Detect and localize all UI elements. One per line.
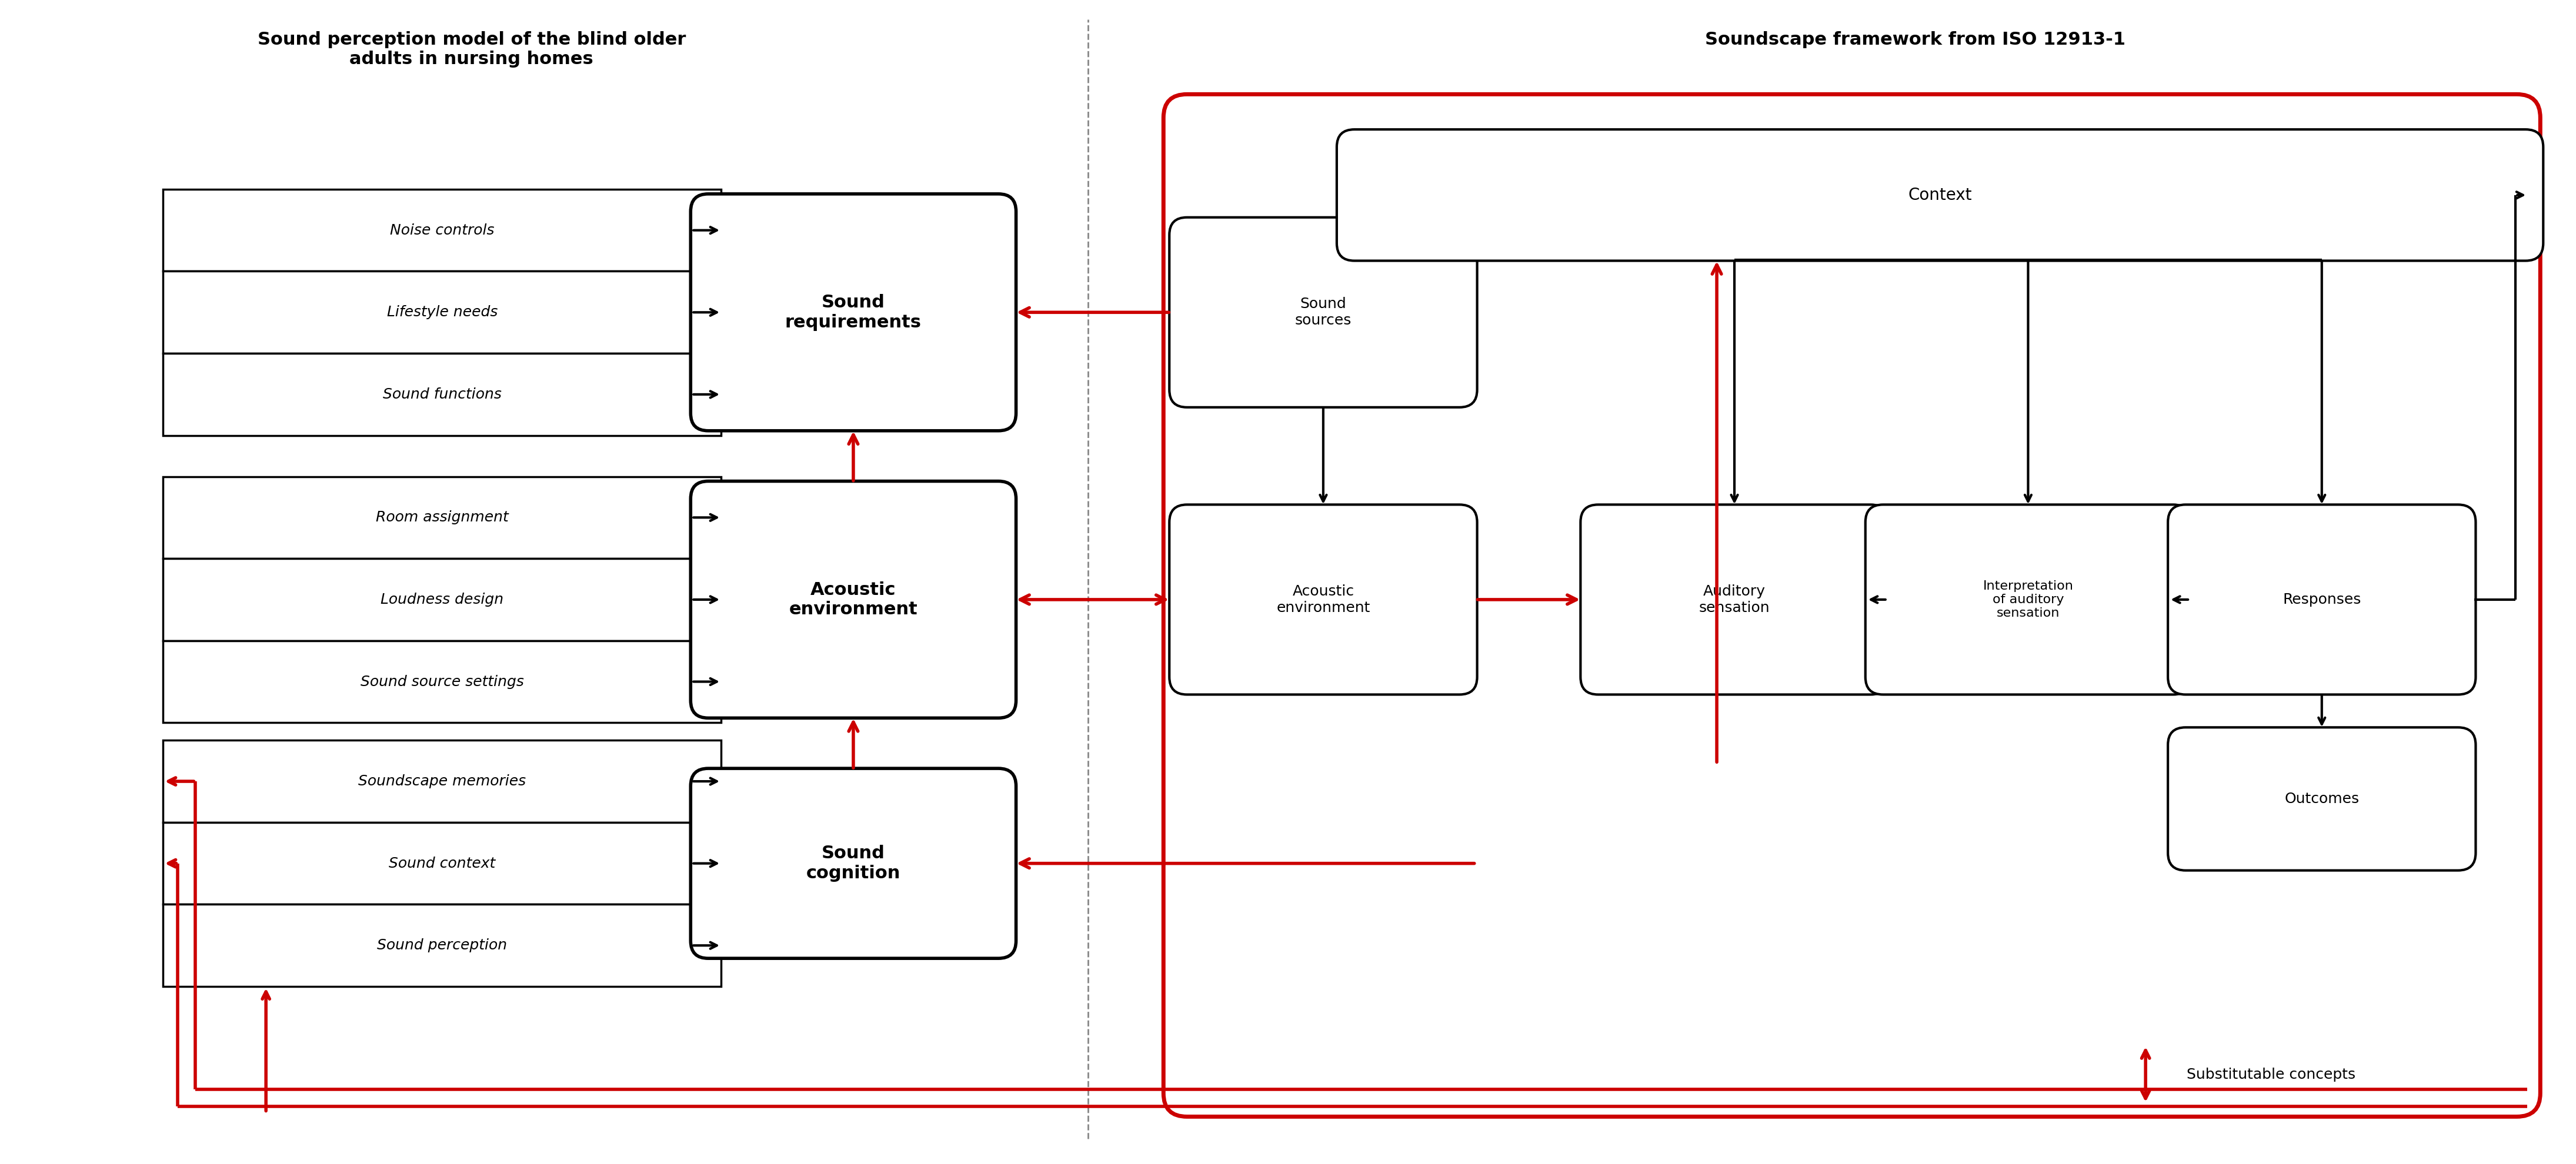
- Bar: [162, 190, 721, 271]
- Text: Sound
sources: Sound sources: [1296, 297, 1352, 327]
- FancyBboxPatch shape: [690, 194, 1015, 431]
- Text: Lifestyle needs: Lifestyle needs: [386, 305, 497, 319]
- FancyBboxPatch shape: [2169, 505, 2476, 695]
- Bar: [162, 559, 721, 640]
- Text: Soundscape framework from ISO 12913-1: Soundscape framework from ISO 12913-1: [1705, 31, 2125, 48]
- Text: Interpretation
of auditory
sensation: Interpretation of auditory sensation: [1984, 580, 2074, 619]
- Bar: [162, 822, 721, 904]
- FancyBboxPatch shape: [690, 481, 1015, 718]
- Text: Sound functions: Sound functions: [384, 388, 502, 402]
- FancyBboxPatch shape: [1170, 505, 1476, 695]
- Text: Sound source settings: Sound source settings: [361, 675, 523, 689]
- Bar: [162, 271, 721, 354]
- Text: Context: Context: [1909, 187, 1971, 204]
- Bar: [162, 476, 721, 559]
- FancyBboxPatch shape: [1170, 218, 1476, 407]
- Text: Sound perception model of the blind older
adults in nursing homes: Sound perception model of the blind olde…: [258, 31, 685, 68]
- Text: Auditory
sensation: Auditory sensation: [1700, 584, 1770, 615]
- Text: Outcomes: Outcomes: [2285, 792, 2360, 805]
- Bar: [162, 904, 721, 987]
- FancyBboxPatch shape: [1337, 129, 2543, 261]
- Text: Sound
cognition: Sound cognition: [806, 845, 902, 882]
- Text: Soundscape memories: Soundscape memories: [358, 774, 526, 788]
- FancyBboxPatch shape: [1582, 505, 1888, 695]
- Text: Acoustic
environment: Acoustic environment: [1275, 584, 1370, 615]
- Text: Sound context: Sound context: [389, 857, 495, 871]
- FancyBboxPatch shape: [2169, 728, 2476, 871]
- Text: Acoustic
environment: Acoustic environment: [788, 581, 917, 618]
- Text: Responses: Responses: [2282, 592, 2362, 606]
- FancyBboxPatch shape: [690, 768, 1015, 958]
- Text: Noise controls: Noise controls: [389, 223, 495, 237]
- Text: Sound
requirements: Sound requirements: [786, 294, 922, 331]
- Bar: [162, 740, 721, 822]
- Text: Sound perception: Sound perception: [376, 938, 507, 952]
- FancyBboxPatch shape: [1865, 505, 2190, 695]
- Bar: [162, 640, 721, 723]
- Bar: [162, 354, 721, 435]
- Text: Room assignment: Room assignment: [376, 511, 507, 525]
- Text: Substitutable concepts: Substitutable concepts: [2187, 1067, 2354, 1081]
- Text: Loudness design: Loudness design: [381, 592, 505, 606]
